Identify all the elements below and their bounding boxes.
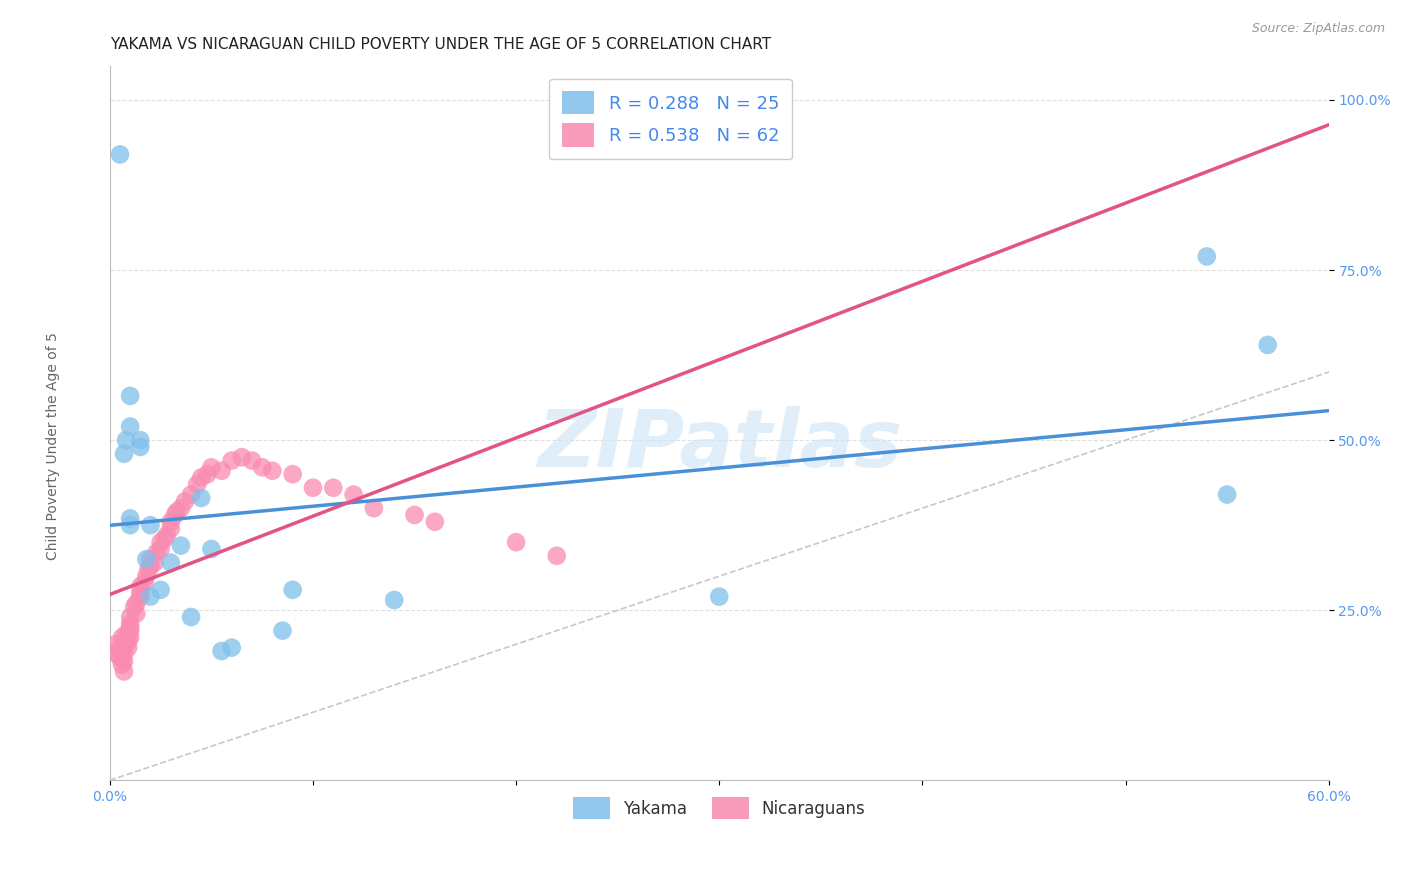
Point (231, 450, 253, 464)
Point (221, 640, 243, 655)
Point (134, 576, 156, 591)
Point (170, 539, 193, 553)
Point (120, 389, 142, 403)
Point (111, 631, 134, 645)
Point (505, 535, 527, 549)
Point (149, 582, 172, 597)
Point (1257, 338, 1279, 352)
Point (120, 620, 142, 634)
Point (117, 640, 139, 655)
Point (271, 624, 294, 638)
Point (139, 552, 162, 566)
Point (120, 419, 142, 434)
Point (149, 535, 172, 549)
Point (180, 610, 202, 624)
Point (153, 532, 176, 546)
Point (139, 590, 162, 604)
Point (180, 487, 202, 501)
Point (404, 508, 426, 522)
Point (117, 633, 139, 648)
Point (112, 447, 135, 461)
Point (221, 453, 243, 467)
Point (250, 460, 273, 475)
Point (281, 467, 304, 482)
Point (112, 654, 135, 668)
Point (159, 522, 181, 536)
Point (138, 562, 160, 576)
Point (108, 650, 131, 665)
Point (108, 640, 131, 655)
Point (211, 644, 233, 658)
Point (170, 501, 193, 516)
Point (1216, 487, 1239, 501)
Point (156, 528, 179, 542)
Point (111, 657, 134, 672)
Point (125, 596, 148, 610)
Point (125, 607, 148, 621)
Point (195, 467, 218, 482)
Point (159, 515, 181, 529)
Point (108, 147, 131, 161)
Text: Child Poverty Under the Age of 5: Child Poverty Under the Age of 5 (46, 332, 60, 560)
Point (122, 599, 145, 614)
Point (129, 579, 152, 593)
Point (190, 491, 212, 505)
Point (129, 590, 152, 604)
Point (149, 541, 172, 556)
Point (139, 518, 162, 533)
Point (322, 481, 344, 495)
Point (1195, 250, 1218, 264)
Point (281, 582, 304, 597)
Point (190, 470, 212, 484)
Point (135, 569, 157, 583)
Point (120, 616, 142, 631)
Point (139, 559, 162, 574)
Point (120, 610, 142, 624)
Point (302, 481, 325, 495)
Text: ZIPatlas: ZIPatlas (537, 406, 901, 483)
Point (111, 644, 134, 658)
Point (211, 464, 233, 478)
Point (709, 590, 731, 604)
Point (115, 637, 138, 651)
Point (382, 593, 405, 607)
Point (107, 648, 129, 662)
Point (159, 556, 181, 570)
Point (200, 541, 222, 556)
Point (145, 545, 167, 559)
Point (129, 433, 152, 447)
Point (423, 515, 446, 529)
Point (112, 665, 135, 679)
Text: Source: ZipAtlas.com: Source: ZipAtlas.com (1251, 22, 1385, 36)
Point (120, 624, 142, 638)
Point (262, 464, 284, 478)
Legend: Yakama, Nicaraguans: Yakama, Nicaraguans (567, 791, 872, 825)
Point (120, 511, 142, 525)
Point (115, 433, 138, 447)
Point (112, 648, 135, 662)
Point (186, 477, 208, 491)
Point (143, 556, 166, 570)
Point (163, 508, 186, 522)
Point (129, 440, 152, 454)
Point (342, 487, 364, 501)
Point (200, 460, 222, 475)
Point (240, 453, 263, 467)
Point (363, 501, 385, 516)
Point (120, 518, 142, 533)
Point (546, 549, 568, 563)
Point (115, 627, 138, 641)
Point (174, 494, 197, 508)
Point (104, 637, 127, 651)
Point (129, 586, 152, 600)
Text: YAKAMA VS NICARAGUAN CHILD POVERTY UNDER THE AGE OF 5 CORRELATION CHART: YAKAMA VS NICARAGUAN CHILD POVERTY UNDER… (110, 37, 770, 53)
Point (135, 552, 157, 566)
Point (120, 631, 142, 645)
Point (166, 505, 188, 519)
